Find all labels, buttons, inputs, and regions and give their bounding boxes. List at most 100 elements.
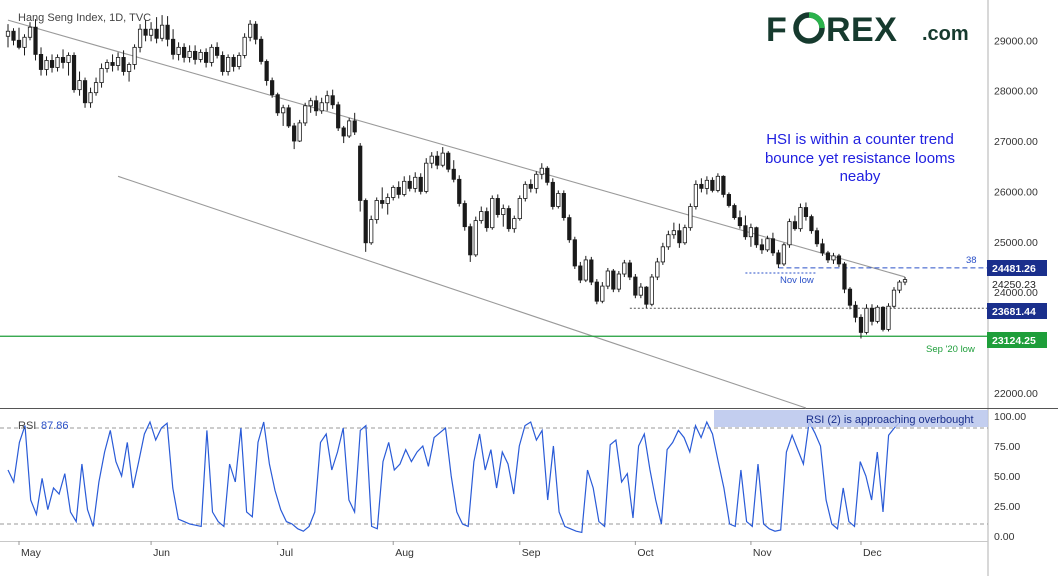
fib-price-text: 24481.26 bbox=[992, 263, 1036, 275]
candle bbox=[22, 34, 27, 56]
candle bbox=[787, 218, 792, 248]
candle-body bbox=[473, 220, 478, 256]
candle-body bbox=[484, 211, 489, 229]
candle-body bbox=[710, 179, 715, 191]
candle-body bbox=[242, 36, 247, 56]
candle-body bbox=[347, 120, 352, 137]
price-tick-label: 29000.00 bbox=[994, 35, 1038, 47]
candle-body bbox=[523, 183, 528, 199]
candle-body bbox=[655, 261, 660, 278]
candle-body bbox=[897, 281, 902, 291]
candles[interactable] bbox=[5, 15, 908, 339]
candle bbox=[181, 43, 187, 63]
candle-body bbox=[110, 62, 115, 66]
candle-body bbox=[374, 200, 379, 221]
candle-body bbox=[336, 104, 341, 129]
candle bbox=[759, 238, 765, 254]
candle-body bbox=[5, 30, 11, 37]
forex-logo[interactable]: F REX .com bbox=[766, 11, 969, 49]
candle bbox=[215, 42, 220, 59]
candle bbox=[864, 304, 869, 335]
candle-body bbox=[22, 36, 27, 48]
candle-body bbox=[798, 207, 803, 230]
candle bbox=[347, 117, 352, 139]
candle-body bbox=[440, 152, 445, 166]
month-label: Jul bbox=[280, 547, 293, 559]
candle bbox=[534, 171, 539, 194]
candle bbox=[869, 304, 875, 326]
candle-body bbox=[396, 186, 401, 195]
candle-body bbox=[462, 203, 467, 228]
candle bbox=[616, 270, 621, 293]
candle bbox=[121, 50, 126, 76]
candle bbox=[77, 71, 82, 96]
candle-body bbox=[137, 28, 143, 48]
candle bbox=[875, 305, 880, 324]
candle bbox=[55, 54, 60, 72]
candle-body bbox=[704, 179, 709, 189]
candle-body bbox=[248, 23, 253, 38]
candle bbox=[325, 90, 330, 111]
candle bbox=[82, 77, 88, 108]
candle bbox=[589, 256, 594, 286]
candle-body bbox=[649, 276, 654, 305]
candle-body bbox=[726, 194, 732, 206]
candle bbox=[660, 242, 665, 265]
price-tick-label: 28000.00 bbox=[994, 86, 1038, 98]
candle bbox=[27, 22, 33, 41]
candle bbox=[143, 20, 148, 42]
candle-body bbox=[600, 285, 605, 302]
candle-body bbox=[468, 226, 473, 256]
candle bbox=[880, 306, 886, 332]
candle bbox=[726, 192, 732, 208]
candle-body bbox=[77, 80, 82, 91]
time-axis-months[interactable]: May Jun Jul Aug Sep Oct Nov Dec bbox=[18, 541, 882, 559]
candle-body bbox=[902, 279, 908, 283]
candle-body bbox=[534, 173, 539, 189]
candle bbox=[16, 27, 22, 50]
candle bbox=[226, 54, 231, 76]
candle-body bbox=[644, 286, 649, 305]
candle bbox=[622, 259, 627, 278]
candle bbox=[495, 194, 500, 218]
candle bbox=[60, 49, 66, 69]
candle-body bbox=[104, 62, 110, 69]
candle-body bbox=[99, 68, 104, 84]
candle-body bbox=[880, 306, 886, 330]
candle bbox=[688, 203, 693, 231]
rsi-pane[interactable] bbox=[0, 420, 988, 534]
candle-body bbox=[616, 273, 621, 290]
candle bbox=[49, 54, 55, 73]
candle-body bbox=[506, 208, 511, 230]
candle-body bbox=[38, 54, 44, 70]
candle-body bbox=[259, 38, 264, 62]
candle-body bbox=[27, 26, 33, 38]
rsi-axis-ticks[interactable]: 0.00 25.00 50.00 75.00 100.00 bbox=[994, 411, 1026, 543]
candle bbox=[352, 112, 357, 135]
candle bbox=[545, 166, 550, 186]
price-axis-ticks[interactable]: 22000.0023000.0024000.0025000.0026000.00… bbox=[994, 35, 1038, 400]
candle-body bbox=[253, 23, 258, 40]
candle bbox=[743, 215, 748, 240]
candle bbox=[627, 259, 632, 281]
price-levels[interactable] bbox=[0, 267, 988, 337]
candle-body bbox=[325, 95, 330, 104]
candle-body bbox=[402, 180, 407, 195]
candle bbox=[594, 279, 599, 305]
candle-body bbox=[369, 219, 374, 244]
candle-body bbox=[682, 227, 687, 244]
candle bbox=[292, 122, 297, 150]
price-tick-label: 22000.00 bbox=[994, 388, 1038, 400]
candle-body bbox=[413, 176, 418, 189]
candle bbox=[93, 77, 99, 96]
candle bbox=[110, 54, 115, 72]
candle bbox=[99, 63, 104, 88]
candle bbox=[583, 255, 588, 283]
candle bbox=[814, 227, 820, 247]
candle-body bbox=[792, 221, 798, 230]
annotation-line-2: bounce yet resistance looms bbox=[765, 150, 955, 167]
candle-body bbox=[93, 82, 99, 94]
candle-body bbox=[281, 107, 286, 114]
